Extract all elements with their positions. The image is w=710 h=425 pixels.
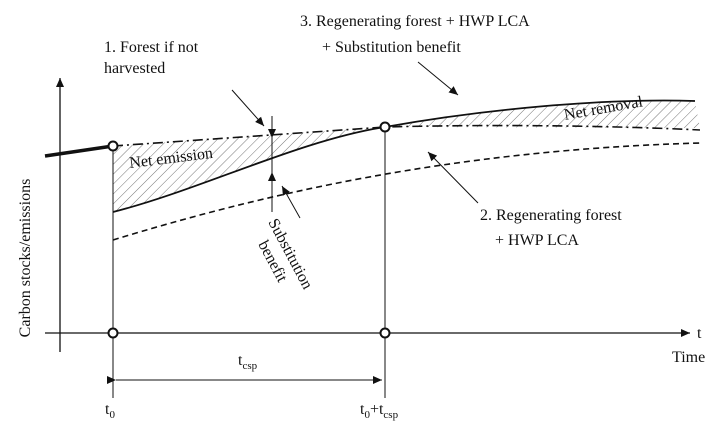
label: 1. Forest if not [104,39,199,56]
label: + HWP LCA [495,232,579,249]
forest-not-harvested-line [112,124,701,147]
label: + Substitution benefit [322,39,461,56]
regenerating-hwp-line [112,142,701,241]
leader [231,89,265,127]
label: 3. Regenerating forest + HWP LCA [300,13,530,30]
x-axis-label: Time [672,349,705,366]
leader [417,61,459,96]
y-axis-label: Carbon stocks/emissions [17,179,34,338]
point [107,327,119,339]
t0-label: t0 [105,401,115,421]
leader [427,151,479,204]
net-removal-area [385,100,700,128]
t0-tcsp-label: t0+tcsp [360,401,399,421]
leader [281,185,301,219]
point [107,140,119,152]
tcsp-label: tcsp [238,352,258,372]
label: harvested [104,60,165,77]
x-axis-symbol: t [697,325,702,342]
point [379,327,391,339]
history-line [44,144,114,158]
point [379,121,391,133]
label: 2. Regenerating forest [480,207,622,224]
